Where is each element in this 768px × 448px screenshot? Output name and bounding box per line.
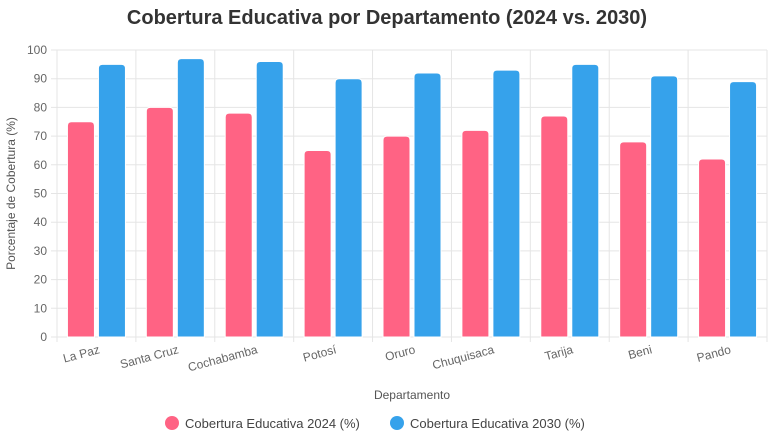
- x-tick-label: Santa Cruz: [119, 342, 181, 371]
- bars: [66, 58, 758, 338]
- y-tick-label: 70: [34, 129, 48, 143]
- y-tick-label: 80: [34, 100, 48, 114]
- legend-item-2024[interactable]: Cobertura Educativa 2024 (%): [165, 416, 360, 431]
- legend-swatch-icon: [165, 416, 179, 430]
- y-tick-label: 100: [27, 43, 47, 57]
- y-axis-ticks: 0 10 20 30 40 50 60 70 80 90 100: [27, 43, 47, 344]
- y-tick-label: 40: [34, 215, 48, 229]
- bar-2030[interactable]: [97, 63, 126, 338]
- bar-2024[interactable]: [540, 115, 569, 338]
- bar-2030[interactable]: [571, 63, 600, 338]
- bar-2030[interactable]: [492, 69, 521, 338]
- bar-2030[interactable]: [729, 81, 758, 338]
- bar-2024[interactable]: [224, 112, 253, 338]
- x-tick-label: Chuquisaca: [431, 342, 496, 372]
- bar-2024[interactable]: [461, 129, 490, 338]
- x-tick-label: Beni: [627, 342, 654, 362]
- x-tick-label: Potosí: [301, 342, 338, 365]
- x-axis-label: Departamento: [374, 388, 450, 402]
- legend[interactable]: Cobertura Educativa 2024 (%) Cobertura Ed…: [165, 416, 585, 431]
- bar-2024[interactable]: [698, 158, 727, 338]
- y-tick-label: 20: [34, 273, 48, 287]
- legend-swatch-icon: [390, 416, 404, 430]
- y-tick-label: 90: [34, 72, 48, 86]
- y-tick-label: 0: [40, 330, 47, 344]
- legend-label: Cobertura Educativa 2024 (%): [185, 416, 360, 431]
- bar-2030[interactable]: [334, 78, 363, 338]
- x-tick-label: Tarija: [543, 342, 575, 363]
- y-tick-label: 50: [34, 187, 48, 201]
- legend-item-2030[interactable]: Cobertura Educativa 2030 (%): [390, 416, 585, 431]
- bar-2024[interactable]: [619, 141, 648, 338]
- x-tick-label: Pando: [695, 342, 732, 365]
- bar-2024[interactable]: [145, 106, 174, 338]
- x-tick-label: La Paz: [62, 342, 102, 365]
- bar-2030[interactable]: [650, 75, 679, 338]
- bar-2030[interactable]: [176, 58, 205, 338]
- bar-2024[interactable]: [382, 135, 411, 338]
- bar-2030[interactable]: [413, 72, 442, 338]
- y-tick-label: 30: [34, 244, 48, 258]
- x-axis-ticks: La Paz Santa Cruz Cochabamba Potosí Oruro Chu…: [62, 342, 733, 374]
- y-tick-label: 10: [34, 301, 48, 315]
- bar-2030[interactable]: [255, 60, 284, 338]
- x-tick-label: Cochabamba: [186, 342, 259, 374]
- chart-title: Cobertura Educativa por Departamento (20…: [127, 7, 647, 29]
- y-axis-label: Porcentaje de Cobertura (%): [4, 117, 18, 270]
- legend-label: Cobertura Educativa 2030 (%): [410, 416, 585, 431]
- y-tick-label: 60: [34, 158, 48, 172]
- x-tick-label: Oruro: [384, 342, 418, 364]
- bar-2024[interactable]: [66, 121, 95, 338]
- bar-2024[interactable]: [303, 149, 332, 338]
